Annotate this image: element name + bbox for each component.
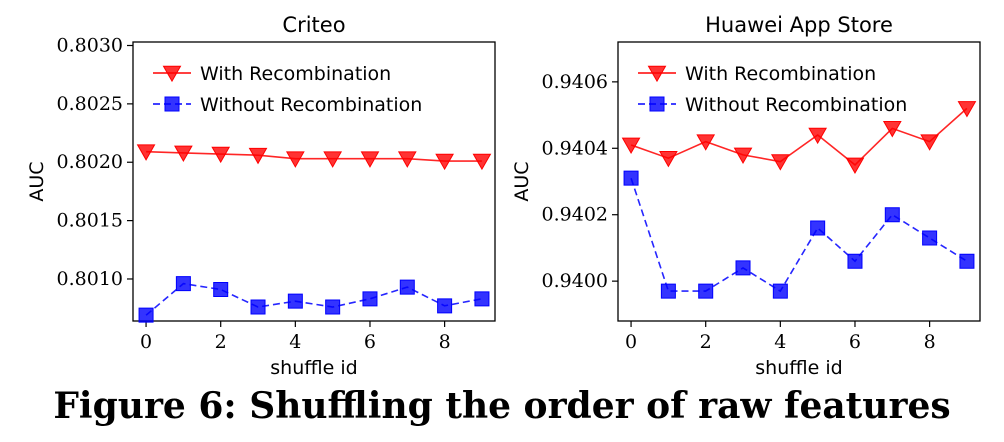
x-axis-label: shuffle id xyxy=(270,357,357,379)
series-line-with-recombination xyxy=(146,150,482,162)
triangle-marker xyxy=(323,151,343,168)
y-tick-label: 0.9400 xyxy=(542,270,608,292)
x-tick-label: 4 xyxy=(774,331,786,353)
square-marker xyxy=(847,253,863,269)
square-marker xyxy=(959,253,975,269)
plot-frame xyxy=(132,41,496,322)
x-tick-label: 8 xyxy=(439,331,451,353)
huawei-panel: Huawei App Store 0.9400 0.9402 0.9404 0.9406… xyxy=(511,13,981,379)
x-axis-label: shuffle id xyxy=(755,357,842,379)
legend-marker xyxy=(647,65,667,83)
square-marker xyxy=(698,283,714,299)
triangle-marker xyxy=(472,153,492,171)
triangle-marker xyxy=(920,134,939,151)
y-tick-label: 0.8010 xyxy=(57,268,123,290)
series-line-without-recombination xyxy=(630,177,968,293)
triangle-marker xyxy=(845,157,865,174)
x-tick-label: 2 xyxy=(700,331,712,353)
y-tick-label: 0.8025 xyxy=(57,93,123,115)
legend-marker xyxy=(164,96,180,112)
square-marker xyxy=(660,283,676,299)
square-marker xyxy=(623,170,639,186)
triangle-marker xyxy=(621,137,641,155)
y-axis-label: AUC xyxy=(26,161,48,201)
y-axis-label: AUC xyxy=(511,161,533,201)
y-tick-label: 0.8030 xyxy=(57,35,123,57)
x-tick-label: 2 xyxy=(215,331,227,353)
triangle-marker xyxy=(285,151,305,168)
x-tick-label: 0 xyxy=(625,331,637,353)
x-tick-label: 6 xyxy=(364,331,376,353)
legend-marker xyxy=(162,65,182,83)
y-tick-label: 0.8015 xyxy=(57,210,123,232)
chart-title: Huawei App Store xyxy=(705,13,893,37)
criteo-panel: Criteo 0.8010 0.8015 0.8020 0.8025 0.8030 0 2 4 6… xyxy=(26,13,496,379)
x-tick-label: 0 xyxy=(140,331,152,353)
square-marker xyxy=(325,299,341,315)
square-marker xyxy=(213,281,229,297)
series-line-with-recombination xyxy=(630,107,968,166)
y-tick-label: 0.8020 xyxy=(57,151,123,173)
square-marker xyxy=(175,276,191,292)
figure-caption: Figure 6: Shuffling the order of raw fea… xyxy=(53,385,951,427)
square-marker xyxy=(362,291,378,307)
square-marker xyxy=(735,260,751,276)
legend-label: With Recombination xyxy=(685,63,876,85)
triangle-marker xyxy=(733,147,753,165)
triangle-marker xyxy=(808,127,828,145)
legend-label: Without Recombination xyxy=(200,94,422,116)
x-tick-label: 6 xyxy=(849,331,861,353)
triangle-marker xyxy=(770,154,790,171)
square-marker xyxy=(884,207,900,223)
square-marker xyxy=(287,293,303,309)
square-marker xyxy=(437,298,453,314)
x-tick-label: 8 xyxy=(924,331,936,353)
triangle-marker xyxy=(882,121,902,138)
x-tick-label: 4 xyxy=(289,331,301,353)
series-line-without-recombination xyxy=(145,282,483,316)
triangle-marker xyxy=(659,150,678,168)
triangle-marker xyxy=(360,151,380,168)
square-marker xyxy=(810,220,826,236)
square-marker xyxy=(772,283,788,299)
y-tick-label: 0.9402 xyxy=(542,204,608,226)
triangle-marker xyxy=(211,146,231,164)
square-marker xyxy=(399,279,415,295)
square-marker xyxy=(138,307,154,323)
figure-canvas: Criteo 0.8010 0.8015 0.8020 0.8025 0.8030 0 2 4 6… xyxy=(26,13,981,379)
square-marker xyxy=(250,299,266,315)
legend-label: With Recombination xyxy=(200,63,391,85)
triangle-marker xyxy=(696,134,716,151)
legend-label: Without Recombination xyxy=(685,94,907,116)
square-marker xyxy=(474,291,490,307)
triangle-marker xyxy=(248,147,268,165)
y-tick-label: 0.9404 xyxy=(542,137,608,159)
triangle-marker xyxy=(136,144,156,161)
plot-frame xyxy=(617,41,981,322)
chart-title: Criteo xyxy=(282,13,345,37)
y-tick-label: 0.9406 xyxy=(542,71,608,93)
triangle-marker xyxy=(957,101,977,118)
triangle-marker xyxy=(174,145,193,162)
triangle-marker xyxy=(397,151,417,168)
triangle-marker xyxy=(435,153,454,171)
square-marker xyxy=(922,230,938,246)
legend-marker xyxy=(649,96,665,112)
